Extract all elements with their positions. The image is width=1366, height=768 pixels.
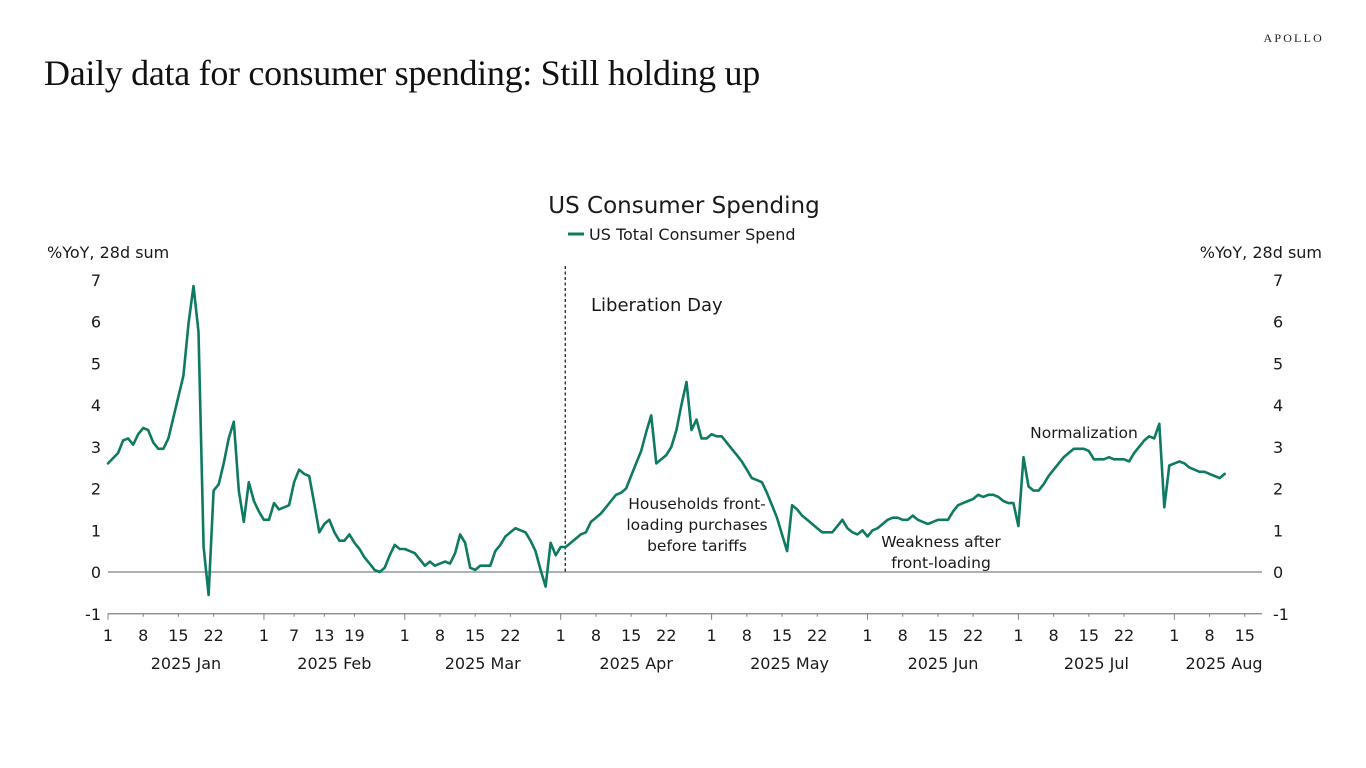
x-tick-label: 1 <box>862 626 872 645</box>
y-tick-label-left: 2 <box>91 480 101 499</box>
y-tick-label-right: 4 <box>1273 396 1283 415</box>
chart-title: US Consumer Spending <box>548 193 819 219</box>
annotations: Households front-loading purchases before… <box>626 424 1137 572</box>
x-tick-label: 7 <box>289 626 299 645</box>
x-tick-label: 1 <box>400 626 410 645</box>
x-tick-label: 15 <box>772 626 792 645</box>
annotation-text: loading purchases <box>626 516 767 534</box>
x-month-label: 2025 Jan <box>151 654 221 673</box>
y-tick-label-right: 2 <box>1273 480 1283 499</box>
x-tick-label: 8 <box>1204 626 1214 645</box>
x-tick-label: 8 <box>898 626 908 645</box>
x-tick-label: 15 <box>621 626 641 645</box>
x-ticks: 1 8 15 22 2025 Jan 1 7 13 19 2025 Feb 1 8 15 22 2025 M… <box>103 613 1263 673</box>
annotation-text: front-loading <box>891 554 991 572</box>
brand-logo: APOLLO <box>1263 31 1324 45</box>
y-tick-label-left: -1 <box>85 605 101 624</box>
x-month-label: 2025 May <box>750 654 829 673</box>
y-tick-label-right: 6 <box>1273 313 1283 332</box>
x-tick-label: 15 <box>465 626 485 645</box>
x-month-label: 2025 Aug <box>1185 654 1262 673</box>
liberation-day-marker: Liberation Day <box>564 266 723 572</box>
y-tick-label-right: 5 <box>1273 354 1283 373</box>
page-title: Daily data for consumer spending: Still … <box>44 53 760 93</box>
x-tick-label: 1 <box>1013 626 1023 645</box>
y-tick-label-left: 0 <box>91 563 101 582</box>
x-tick-label: 22 <box>500 626 520 645</box>
x-tick-label: 1 <box>707 626 717 645</box>
x-tick-label: 8 <box>435 626 445 645</box>
y-tick-label-right: 7 <box>1273 271 1283 290</box>
y-axis-label-left: %YoY, 28d sum <box>47 243 169 262</box>
x-tick-label: 8 <box>1049 626 1059 645</box>
y-ticks-left: -1 0 1 2 3 4 5 6 7 <box>85 271 101 624</box>
vline-label: Liberation Day <box>591 295 723 316</box>
x-tick-label: 8 <box>591 626 601 645</box>
x-tick-label: 22 <box>203 626 223 645</box>
y-tick-label-right: 3 <box>1273 438 1283 457</box>
series-line-us-total-consumer-spend <box>106 284 1226 597</box>
y-tick-label-left: 1 <box>91 521 101 540</box>
y-tick-label-right: 0 <box>1273 563 1283 582</box>
x-tick-label: 15 <box>168 626 188 645</box>
y-ticks-right: -1 0 1 2 3 4 5 6 7 <box>1273 271 1289 624</box>
x-month-label: 2025 Apr <box>599 654 673 673</box>
y-tick-label-left: 3 <box>91 438 101 457</box>
y-axis-label-right: %YoY, 28d sum <box>1200 243 1322 262</box>
x-month-label: 2025 Jun <box>908 654 979 673</box>
axes <box>108 571 1262 615</box>
x-tick-label: 13 <box>314 626 334 645</box>
y-tick-label-left: 6 <box>91 313 101 332</box>
y-tick-label-left: 5 <box>91 354 101 373</box>
y-tick-label-right: 1 <box>1273 521 1283 540</box>
x-month-label: 2025 Feb <box>297 654 371 673</box>
y-tick-label-right: -1 <box>1273 605 1289 624</box>
x-tick-label: 8 <box>138 626 148 645</box>
annotation-text: before tariffs <box>647 537 747 555</box>
x-tick-label: 15 <box>1235 626 1255 645</box>
x-tick-label: 1 <box>103 626 113 645</box>
x-tick-label: 22 <box>1114 626 1134 645</box>
x-tick-label: 8 <box>742 626 752 645</box>
x-tick-label: 22 <box>807 626 827 645</box>
annotation-text: Weakness after <box>881 533 1001 551</box>
x-month-label: 2025 Mar <box>445 654 521 673</box>
y-tick-label-left: 4 <box>91 396 101 415</box>
legend-label: US Total Consumer Spend <box>589 225 796 244</box>
x-tick-label: 15 <box>1079 626 1099 645</box>
annotation-text: Normalization <box>1030 424 1138 442</box>
x-month-label: 2025 Jul <box>1064 654 1129 673</box>
x-tick-label: 1 <box>259 626 269 645</box>
series-group <box>106 284 1226 597</box>
x-tick-label: 22 <box>656 626 676 645</box>
x-tick-label: 15 <box>928 626 948 645</box>
x-tick-label: 1 <box>1169 626 1179 645</box>
x-tick-label: 1 <box>556 626 566 645</box>
x-tick-label: 22 <box>963 626 983 645</box>
y-tick-label-left: 7 <box>91 271 101 290</box>
annotation-text: Households front- <box>628 495 766 513</box>
x-tick-label: 19 <box>344 626 364 645</box>
